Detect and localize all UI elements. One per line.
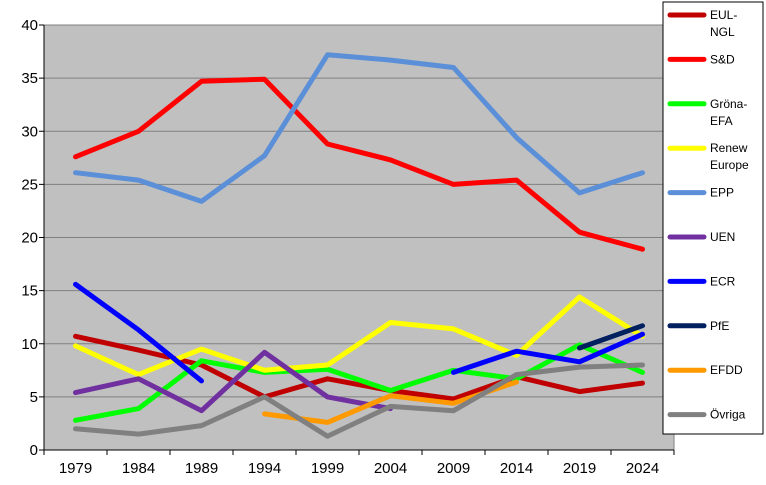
- x-tick-label: 1994: [248, 460, 281, 477]
- legend-label: EFA: [710, 114, 733, 128]
- legend-label: EFDD: [710, 363, 743, 377]
- y-tick-label: 15: [21, 283, 38, 300]
- x-tick-label: 1989: [185, 460, 218, 477]
- legend-label: Övriga: [710, 408, 746, 422]
- legend-label: Europe: [710, 158, 749, 172]
- legend-label: Gröna-: [710, 97, 747, 111]
- y-tick-label: 0: [30, 442, 38, 459]
- series-line: [577, 323, 645, 351]
- series-layer: [73, 52, 645, 439]
- series-line: [73, 294, 645, 378]
- series-line: [451, 331, 645, 375]
- legend: EUL- NGL S&D Gröna- EFA Renew Europe EPP UEN ECR P…: [662, 1, 764, 435]
- y-tick-label: 30: [21, 123, 38, 140]
- x-tick-label: 2024: [626, 460, 659, 477]
- legend-label: ECR: [710, 274, 736, 288]
- x-tick-label: 1979: [59, 460, 92, 477]
- legend-label: EPP: [710, 186, 734, 200]
- series-line: [73, 52, 645, 204]
- legend-label: S&D: [710, 52, 735, 66]
- x-tick-label: 2004: [374, 460, 407, 477]
- legend-box: [662, 1, 764, 435]
- y-tick-labels: 0 5 10 15 20 25 30 35 40: [21, 17, 38, 459]
- series-line: [73, 281, 204, 384]
- series-line: [73, 76, 645, 252]
- legend-label: EUL-: [710, 8, 737, 22]
- x-tick-label: 1999: [311, 460, 344, 477]
- series-line: [73, 362, 645, 439]
- y-tick-label: 10: [21, 336, 38, 353]
- y-tick-label: 40: [21, 17, 38, 34]
- y-tick-label: 25: [21, 176, 38, 193]
- series-line: [73, 349, 393, 414]
- legend-label: PfE: [710, 319, 729, 333]
- legend-label: NGL: [710, 25, 735, 39]
- series-line: [73, 342, 645, 423]
- x-tick-label: 2019: [563, 460, 596, 477]
- x-tick-label: 2009: [437, 460, 470, 477]
- x-tick-label: 1984: [122, 460, 155, 477]
- legend-label: UEN: [710, 230, 735, 244]
- x-tick-label: 2014: [500, 460, 533, 477]
- axes: [39, 24, 675, 455]
- y-tick-label: 20: [21, 230, 38, 247]
- y-tick-label: 35: [21, 70, 38, 87]
- legend-label: Renew: [710, 141, 748, 155]
- x-tick-labels: 1979 1984 1989 1994 1999 2004 2009 2014 2019 2024: [59, 460, 659, 477]
- y-tick-label: 5: [30, 389, 38, 406]
